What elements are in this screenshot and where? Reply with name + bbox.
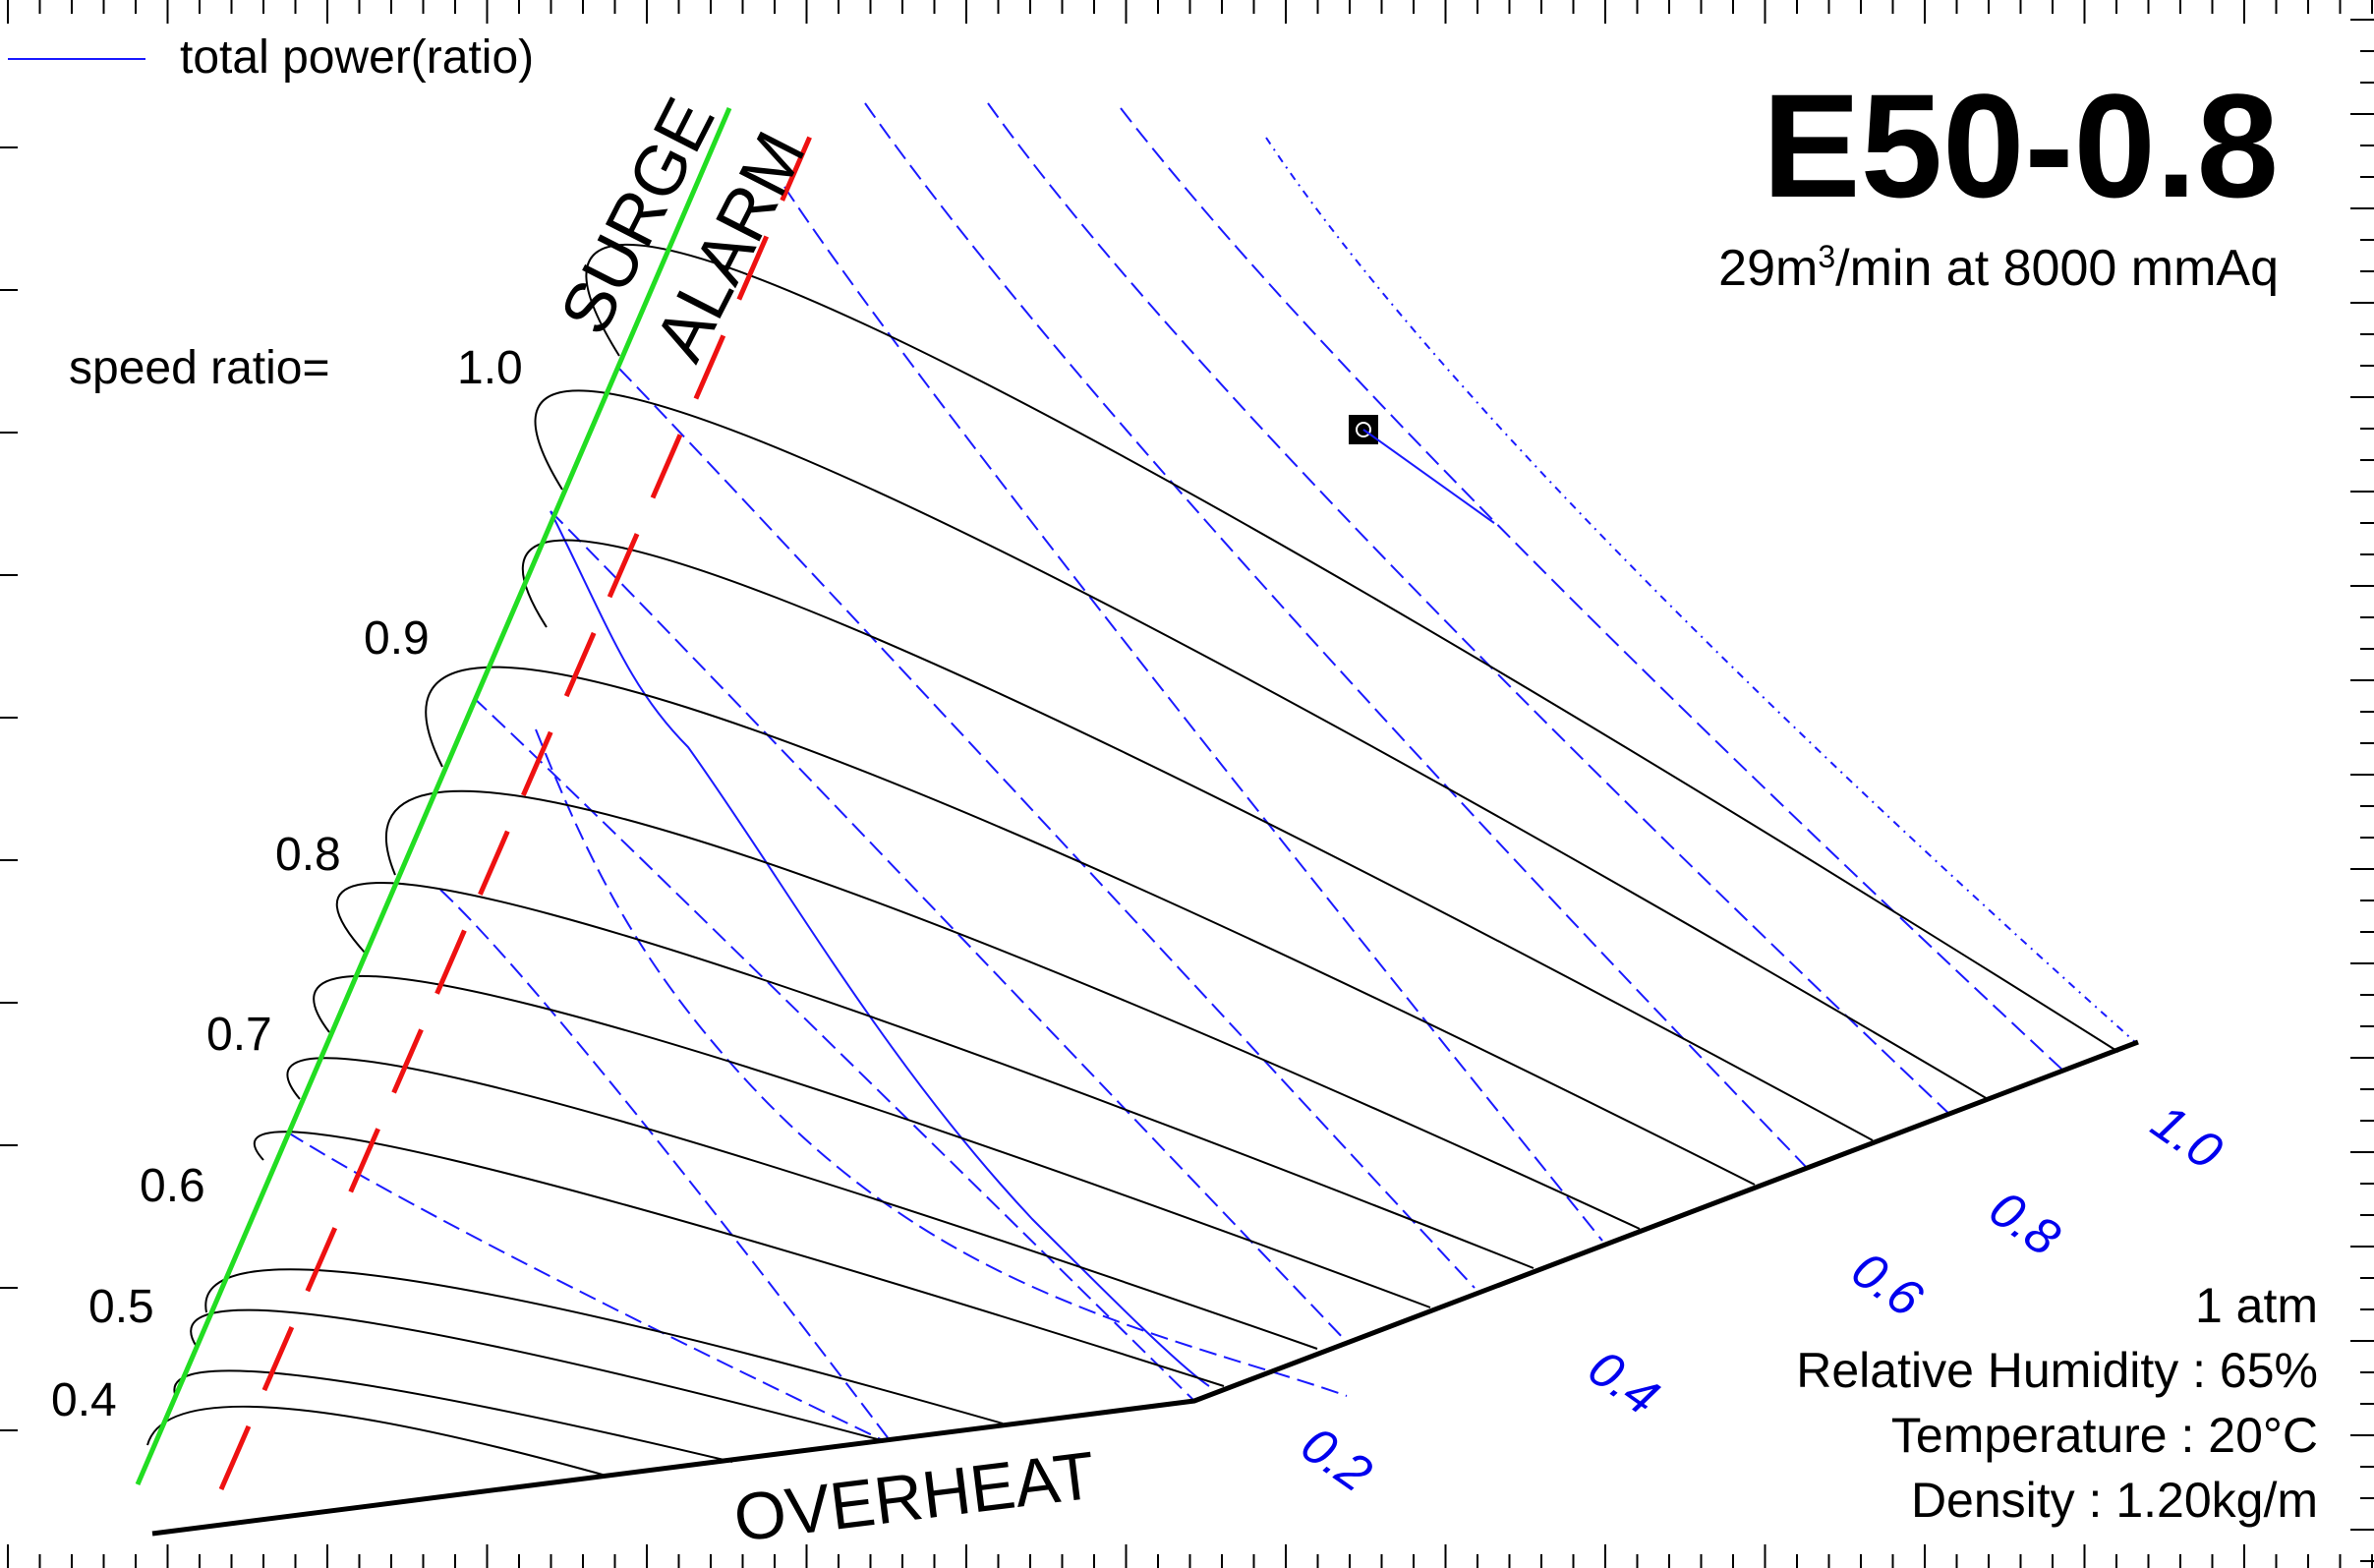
speed-ratio-curve bbox=[190, 1308, 886, 1442]
condition-line: Relative Humidity : 65% bbox=[1796, 1343, 2318, 1398]
speed-ratio-curve bbox=[425, 666, 1756, 1186]
power-ratio-curve bbox=[550, 510, 1210, 1387]
speed-curves bbox=[146, 243, 2119, 1478]
power-ratio-curve bbox=[783, 186, 1603, 1242]
power-ratio-curve bbox=[864, 102, 1810, 1171]
speed-ratio-label: 0.5 bbox=[88, 1281, 154, 1333]
speed-ratio-label: 0.4 bbox=[51, 1374, 117, 1426]
speed-ratio-labels: 1.0 0.9 0.8 0.7 0.6 0.5 0.4 bbox=[51, 342, 523, 1426]
speed-ratio-label: 0.8 bbox=[275, 829, 341, 881]
speed-ratio-label: 1.0 bbox=[457, 342, 523, 394]
power-ratio-curve bbox=[439, 889, 891, 1441]
speed-ratio-curve bbox=[253, 1131, 1225, 1387]
surge-line bbox=[135, 107, 732, 1485]
power-ratio-curve bbox=[987, 102, 1952, 1117]
speed-ratio-label: 0.7 bbox=[206, 1009, 272, 1061]
power-ratio-curve bbox=[1265, 137, 2136, 1043]
alarm-line bbox=[218, 122, 819, 1490]
speed-ratio-label: 0.9 bbox=[364, 612, 430, 665]
overheat-line bbox=[151, 1039, 2139, 1537]
condition-line: Temperature : 20°C bbox=[1891, 1408, 2318, 1463]
power-ratio-curve bbox=[1120, 107, 2065, 1073]
conditions-block: 1 atm Relative Humidity : 65% Temperature … bbox=[1796, 1278, 2318, 1528]
condition-line: Density : 1.20kg/m bbox=[1911, 1473, 2318, 1528]
power-curves bbox=[287, 102, 2136, 1442]
chart-title: E50-0.8 bbox=[1763, 63, 2279, 228]
speed-ratio-curve bbox=[534, 389, 1989, 1100]
speed-ratio-curve bbox=[204, 1268, 1004, 1424]
legend-label: total power(ratio) bbox=[180, 31, 534, 84]
power-ratio-curve bbox=[287, 1132, 886, 1442]
power-ratio-curve bbox=[618, 368, 1476, 1289]
speed-ratio-curve bbox=[313, 974, 1431, 1308]
speed-ratio-prefix: speed ratio= bbox=[69, 342, 330, 394]
speed-ratio-curve bbox=[335, 882, 1534, 1269]
condition-line: 1 atm bbox=[2195, 1278, 2318, 1333]
chart-subtitle: 29m3/min at 8000 mmAq bbox=[1718, 239, 2279, 297]
power-ratio-curve bbox=[535, 728, 1348, 1397]
speed-ratio-label: 0.6 bbox=[140, 1160, 205, 1212]
power-ratio-curve bbox=[473, 697, 1195, 1402]
operating-point-marker bbox=[1349, 415, 1495, 524]
legend: total power(ratio) bbox=[8, 31, 534, 84]
speed-ratio-curve bbox=[286, 1057, 1318, 1350]
speed-ratio-curve bbox=[521, 539, 1874, 1141]
speed-ratio-curve bbox=[384, 789, 1641, 1230]
power-ratio-curve bbox=[550, 510, 1348, 1343]
speed-ratio-curve bbox=[585, 243, 2119, 1053]
